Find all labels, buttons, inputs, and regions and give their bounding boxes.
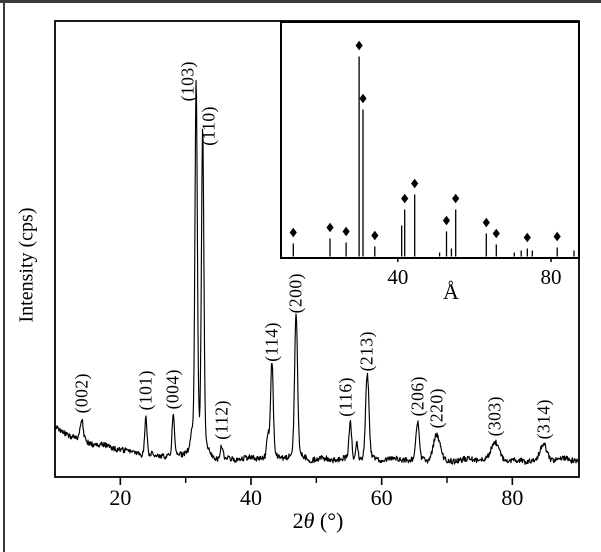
x-axis-title: 2θ (°)	[293, 508, 344, 534]
inset-x-tick-80: 80	[540, 265, 562, 289]
figure-left-border	[3, 0, 5, 552]
inset-diamond-markers	[289, 40, 561, 243]
inset-x-tick-40: 40	[387, 265, 409, 289]
inset-sticks	[292, 56, 575, 257]
x-axis-title-theta: θ	[303, 508, 315, 533]
x-axis-ticks	[119, 477, 514, 485]
peak-label-004: (004)	[162, 368, 183, 410]
peak-label-213: (213)	[356, 330, 377, 371]
peak-label-303: (303)	[484, 396, 505, 437]
x-axis-title-units: (°)	[314, 508, 344, 533]
diamond-marker-icon	[326, 222, 334, 233]
peak-label-101: (101)	[135, 370, 156, 411]
diamond-marker-icon	[401, 193, 409, 204]
peak-label-314: (314)	[532, 398, 553, 439]
diamond-marker-icon	[452, 193, 460, 204]
peak-label-116: (116)	[335, 376, 356, 417]
figure-top-border	[0, 0, 601, 3]
diamond-marker-icon	[355, 40, 363, 51]
peak-label-200: (200)	[285, 273, 306, 314]
diamond-marker-icon	[442, 215, 451, 226]
diamond-marker-icon	[359, 93, 367, 104]
peak-label-110: (110)	[197, 105, 218, 146]
y-axis-title: Intensity (cps)	[15, 207, 38, 323]
diamond-marker-icon	[371, 230, 379, 241]
x-tick-20: 20	[109, 485, 132, 510]
peak-label-206: (206)	[406, 376, 427, 417]
peak-label-114: (114)	[261, 321, 282, 362]
peak-label-103: (103)	[177, 61, 198, 102]
x-tick-40: 40	[240, 485, 262, 510]
diamond-marker-icon	[523, 232, 531, 243]
diamond-marker-icon	[411, 178, 419, 189]
diamond-marker-icon	[342, 226, 350, 237]
x-axis-title-number: 2	[292, 508, 304, 533]
peak-label-002: (002)	[71, 373, 92, 414]
x-tick-80: 80	[501, 485, 524, 510]
xrd-trace	[54, 79, 580, 465]
inset-reference-chart	[280, 21, 580, 262]
x-tick-60: 60	[370, 485, 393, 510]
diamond-marker-icon	[553, 231, 561, 242]
diamond-marker-icon	[482, 217, 490, 228]
inset-axis-title: Å	[443, 279, 459, 304]
diamond-marker-icon	[289, 227, 297, 238]
peak-label-220: (220)	[425, 387, 446, 429]
peak-label-112: (112)	[210, 399, 231, 440]
diamond-marker-icon	[492, 228, 500, 239]
